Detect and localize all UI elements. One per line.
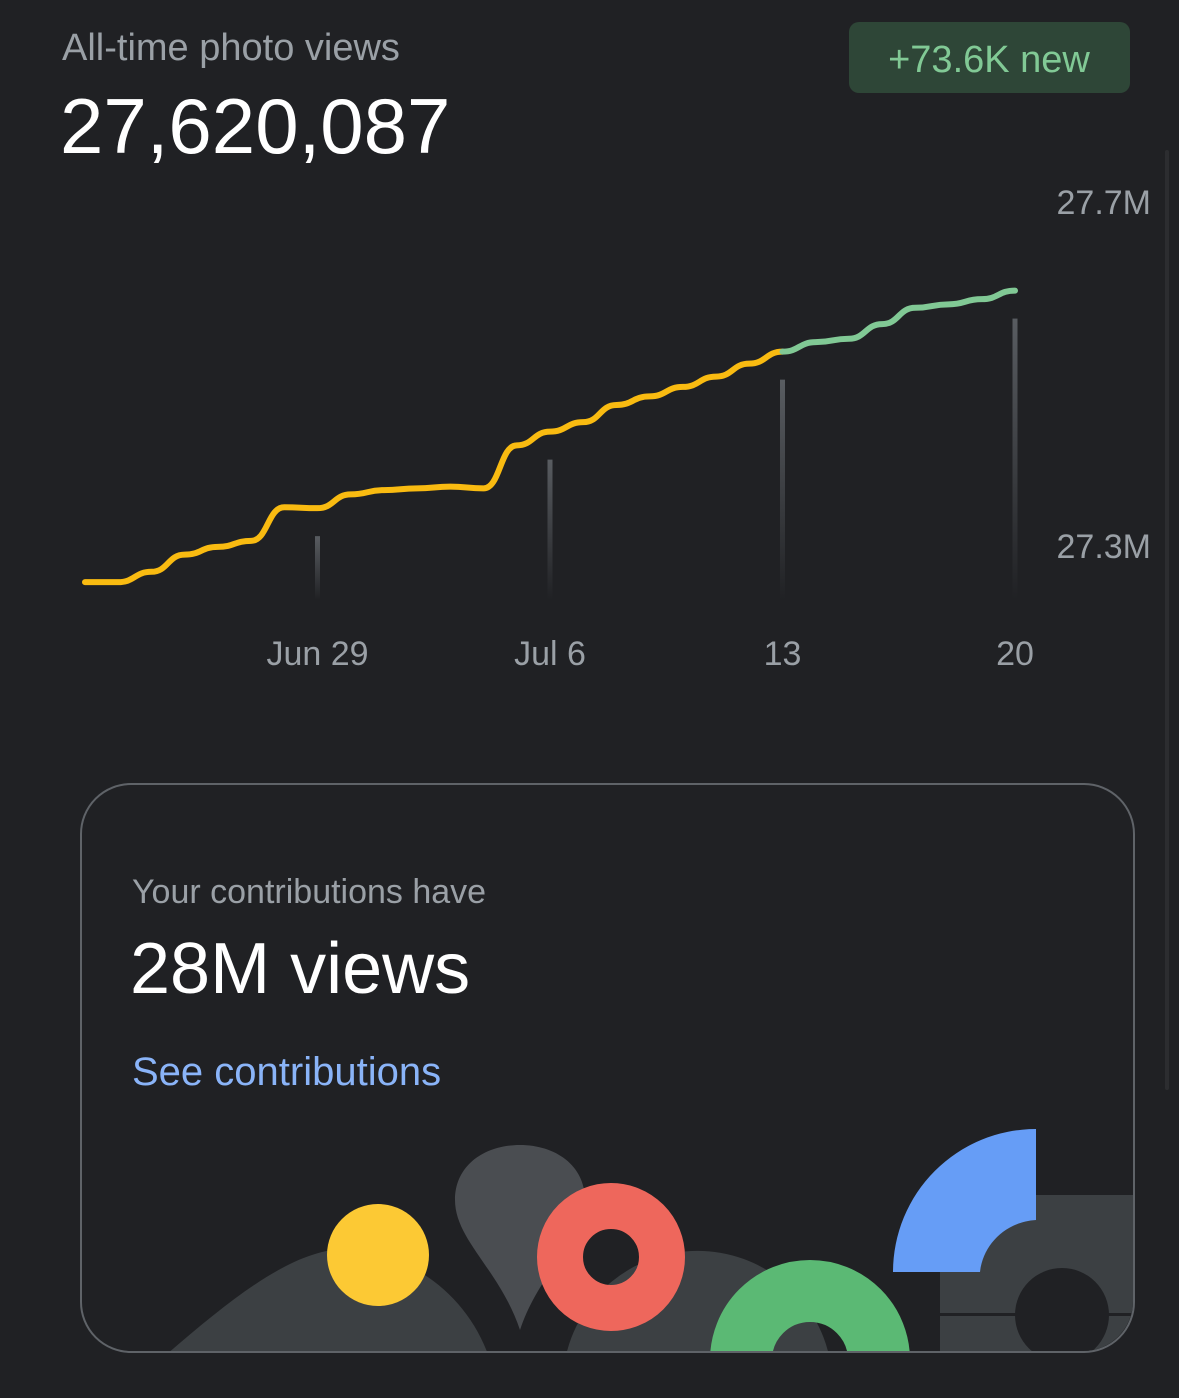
line-series: [82, 348, 786, 586]
tick-stem: [547, 459, 553, 600]
x-tick-label: 13: [764, 635, 802, 673]
pin-shape: [455, 1145, 585, 1330]
line-series-highlight: [779, 287, 1018, 355]
tick-stem: [315, 536, 320, 600]
x-tick-label: 20: [996, 635, 1034, 673]
header-total: 27,620,087: [60, 82, 450, 170]
see-contributions-link[interactable]: See contributions: [132, 1050, 441, 1094]
x-tick-label: Jul 6: [514, 635, 586, 673]
card-caption: Your contributions have: [132, 873, 486, 911]
block-line: [940, 1313, 1133, 1316]
header-title: All-time photo views: [62, 27, 400, 69]
blue-quarter: [893, 1129, 1036, 1272]
x-tick-label: Jun 29: [266, 635, 368, 673]
card: [80, 783, 1135, 1353]
red-ring: [537, 1183, 685, 1331]
card-headline: 28M views: [130, 929, 470, 1009]
yellow-circle: [327, 1204, 429, 1306]
scrollbar: [1165, 150, 1169, 1090]
tick-stem: [1012, 318, 1018, 600]
y-tick-label: 27.7M: [1057, 184, 1152, 222]
badge: [849, 22, 1130, 93]
tick-stem: [780, 379, 785, 600]
badge-text: +73.6K new: [888, 39, 1090, 81]
chart: 27.3M 27.7M Jun 29 Jul 6 13 20: [82, 184, 1152, 673]
green-ring: [710, 1260, 910, 1351]
y-tick-label: 27.3M: [1057, 528, 1152, 566]
card-illustration: [160, 1129, 1133, 1351]
